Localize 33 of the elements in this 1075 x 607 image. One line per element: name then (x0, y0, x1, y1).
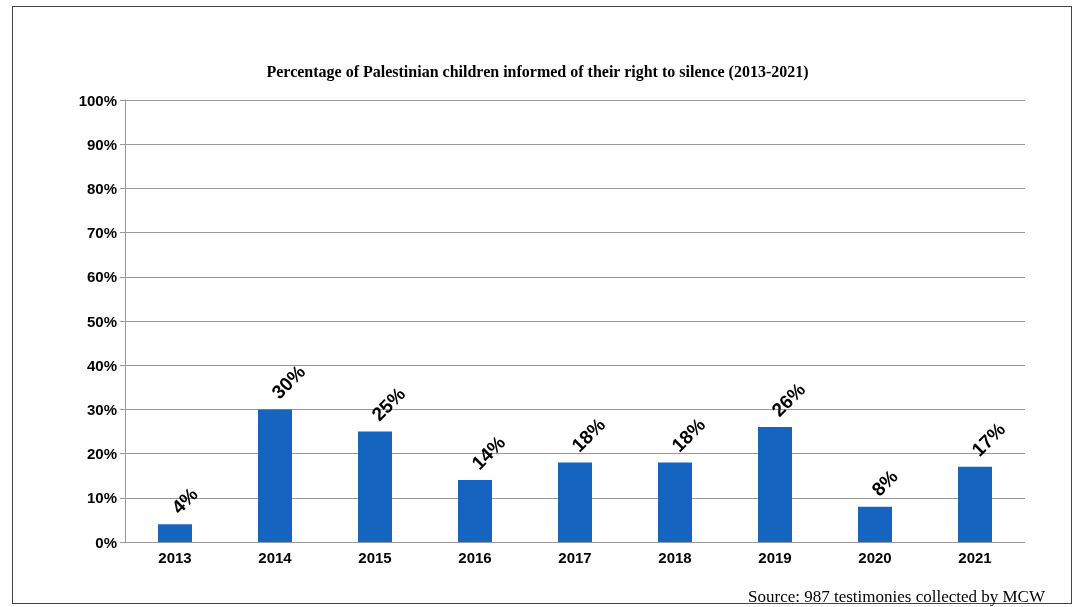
bar (458, 480, 492, 542)
y-tick-label: 10% (86, 489, 117, 507)
y-tick-label: 60% (86, 268, 117, 286)
bar (158, 524, 192, 542)
x-tick-label: 2018 (658, 549, 692, 566)
y-tick-label: 0% (95, 533, 117, 551)
bar (658, 462, 692, 542)
y-tick-label: 80% (86, 179, 117, 197)
x-tick-label: 2021 (958, 549, 992, 566)
y-tick-label: 90% (86, 135, 117, 153)
y-tick-label: 30% (86, 400, 117, 418)
bar (258, 409, 292, 542)
bar (758, 427, 792, 542)
bar (358, 431, 392, 542)
data-label: 4% (167, 483, 202, 518)
y-tick-label: 20% (86, 445, 117, 463)
x-tick-label: 2015 (358, 549, 392, 566)
x-tick-label: 2017 (558, 549, 592, 566)
source-note: Source: 987 testimonies collected by MCW (748, 587, 1046, 606)
x-tick-label: 2019 (758, 549, 792, 566)
x-tick-label: 2014 (258, 549, 293, 566)
y-tick-label: 40% (86, 356, 117, 374)
y-tick-label: 70% (86, 224, 117, 242)
x-tick-label: 2016 (458, 549, 492, 566)
bar (958, 466, 992, 542)
x-tick-label: 2013 (158, 549, 192, 566)
bar (558, 462, 592, 542)
data-label: 8% (867, 465, 902, 501)
y-tick-label: 100% (78, 91, 117, 109)
chart-title: Percentage of Palestinian children informed of their right to silence (2013-2021) (266, 62, 809, 81)
x-tick-label: 2020 (858, 549, 892, 566)
y-tick-label: 50% (86, 312, 117, 330)
bar (858, 506, 892, 542)
